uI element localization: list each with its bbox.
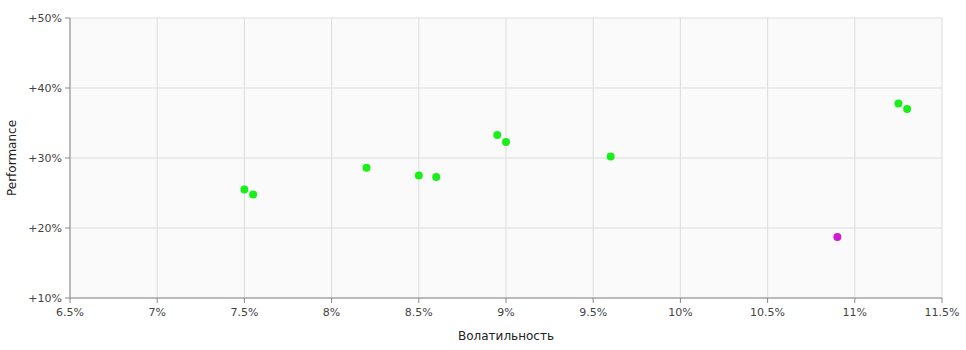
tick-x bbox=[854, 298, 855, 303]
grid-line-y bbox=[70, 298, 942, 299]
tick-x bbox=[157, 298, 158, 303]
tick-label-x: 9% bbox=[497, 306, 514, 319]
tick-label-x: 11% bbox=[843, 306, 867, 319]
y-axis-label: Performance bbox=[5, 120, 19, 196]
plot-area bbox=[70, 18, 942, 298]
tick-label-y: +50% bbox=[28, 12, 62, 25]
series bbox=[833, 233, 841, 241]
tick-label-x: 9.5% bbox=[579, 306, 607, 319]
point bbox=[432, 173, 440, 181]
series bbox=[240, 99, 911, 198]
grid-line-y bbox=[70, 228, 942, 229]
grid bbox=[70, 18, 942, 298]
x-axis-label: Волатильность bbox=[458, 329, 554, 343]
point bbox=[502, 138, 510, 146]
point bbox=[240, 186, 248, 194]
tick-x bbox=[506, 298, 507, 303]
tick-x bbox=[680, 298, 681, 303]
grid-line-y bbox=[70, 158, 942, 159]
tick-label-x: 7% bbox=[148, 306, 165, 319]
tick-y bbox=[65, 88, 70, 89]
tick-label-y: +20% bbox=[28, 222, 62, 235]
tick-x bbox=[942, 298, 943, 303]
tick-x bbox=[70, 298, 71, 303]
tick-x bbox=[767, 298, 768, 303]
point bbox=[894, 99, 902, 107]
tick-x bbox=[244, 298, 245, 303]
point bbox=[249, 190, 257, 198]
point bbox=[362, 164, 370, 172]
tick-x bbox=[593, 298, 594, 303]
grid-line-x bbox=[70, 18, 71, 298]
tick-x bbox=[331, 298, 332, 303]
tick-y bbox=[65, 158, 70, 159]
tick-y bbox=[65, 18, 70, 19]
tick-x bbox=[418, 298, 419, 303]
tick-label-x: 10.5% bbox=[750, 306, 785, 319]
page: {"chart_data": {"type": "scatter", "xlab… bbox=[0, 0, 966, 350]
tick-label-x: 10% bbox=[668, 306, 692, 319]
tick-label-y: +10% bbox=[28, 292, 62, 305]
point bbox=[903, 105, 911, 113]
grid-line-y bbox=[70, 18, 942, 19]
tick-label-x: 8% bbox=[323, 306, 340, 319]
point bbox=[607, 153, 615, 161]
tick-label-x: 8.5% bbox=[405, 306, 433, 319]
chart: 6.5% 7% 7.5% 8% 8.5% 9% 9.5% 10% 10.5% 11% 11.5% +1… bbox=[0, 0, 966, 350]
tick-label-x: 6.5% bbox=[56, 306, 84, 319]
points bbox=[240, 99, 911, 241]
grid-line-y bbox=[70, 88, 942, 89]
tick-label-x: 11.5% bbox=[925, 306, 960, 319]
axis-line-y bbox=[70, 18, 71, 298]
tick-y bbox=[65, 228, 70, 229]
point bbox=[493, 131, 501, 139]
tick-label-y: +40% bbox=[28, 82, 62, 95]
axis-line-x bbox=[70, 298, 942, 299]
point bbox=[833, 233, 841, 241]
tick-label-x: 7.5% bbox=[230, 306, 258, 319]
tick-label-y: +30% bbox=[28, 152, 62, 165]
tick-y bbox=[65, 298, 70, 299]
axes: 6.5% 7% 7.5% 8% 8.5% 9% 9.5% 10% 10.5% 11% 11.5% +1… bbox=[28, 12, 959, 319]
point bbox=[415, 172, 423, 180]
